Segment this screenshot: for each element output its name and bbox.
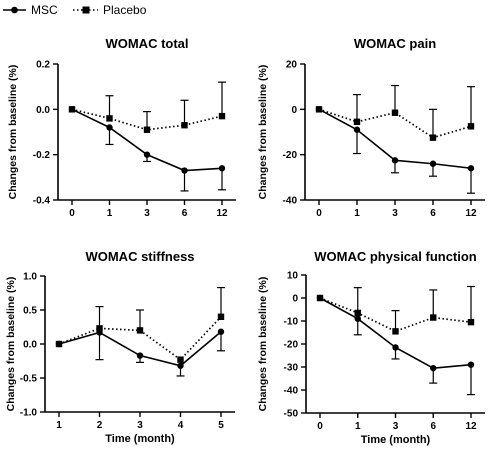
womac-total-xtick-label: 1 [107,208,113,219]
womac-pain-title: WOMAC pain [354,36,436,51]
womac-pain-ylabel: Changes from baseline (%) [257,65,269,200]
womac-total-xtick-label: 3 [144,208,150,219]
womac-physical-function-xtick-label: 3 [393,421,399,432]
womac-pain-placebo-point [353,118,361,125]
womac-pain-xtick-label: 3 [392,208,398,219]
womac-total-placebo-point [218,112,226,120]
womac-physical-function-ytick-label: -50 [284,409,299,420]
womac-stiffness-placebo-line [58,316,222,361]
womac-total-title: WOMAC total [105,36,188,51]
womac-pain-placebo-point [315,106,323,113]
chart-womac-stiffness: WOMAC stiffness Changes from baseline (%)… [5,249,235,445]
womac-total-ytick-label: -0.2 [33,150,51,161]
womac-physical-function-ytick-label: -10 [284,317,299,328]
womac-pain-ytick-label: 20 [286,60,298,71]
legend-msc-label: MSC [31,3,58,17]
womac-stiffness-xtick-label: 1 [56,420,62,431]
womac-total-msc-point [106,124,113,131]
womac-stiffness-ytick-label: -1.0 [20,408,38,419]
womac-stiffness-placebo-point [177,356,184,363]
womac-physical-function-msc-point [392,344,399,351]
womac-total-ylabel: Changes from baseline (%) [7,65,19,200]
womac-total-ytick-label: 0.0 [36,105,50,116]
womac-stiffness-placebo-point [55,340,63,348]
womac-physical-function-ytick-label: -20 [284,340,299,351]
womac-pain-placebo-point [467,123,475,130]
womac-total-placebo-point [68,106,76,113]
womac-pain-ytick-label: 0 [291,105,297,116]
womac-stiffness-xlabel: Time (month) [105,433,175,445]
womac-total-msc-point [218,165,226,172]
womac-total-msc-point [143,151,151,158]
womac-stiffness-xtick-label: 2 [97,420,103,431]
womac-physical-function-title: WOMAC physical function [314,249,477,264]
legend-entry-msc: MSC [3,3,58,17]
womac-stiffness-msc-point [177,362,184,369]
womac-pain-xtick-label: 1 [354,208,360,219]
womac-physical-function-placebo-point [392,328,399,335]
womac-total-msc-point [181,167,188,174]
womac-total-xtick-label: 6 [182,208,188,219]
legend-entry-placebo: Placebo [73,3,147,17]
womac-physical-function-ylabel: Changes from baseline (%) [257,277,269,412]
womac-physical-function-placebo-point [316,294,324,302]
womac-stiffness-xtick-label: 3 [137,420,143,431]
womac-pain-msc-point [391,157,399,164]
womac-stiffness-ytick-label: 0.0 [23,340,37,351]
womac-pain-placebo-point [429,134,437,141]
womac-stiffness-placebo-point [96,325,103,332]
womac-total-placebo-line [71,108,223,131]
womac-physical-function-msc-point [430,364,437,372]
womac-pain-ytick-label: -20 [283,150,298,161]
womac-pain-xtick-label: 6 [430,208,436,219]
womac-pain-msc-point [429,160,437,167]
womac-physical-function-placebo-point [354,309,361,317]
legend-placebo-marker [82,6,90,14]
chart-womac-physical-function: WOMAC physical function Changes from base… [257,249,485,446]
womac-pain-xtick-label: 0 [316,208,322,219]
womac-total-ytick-label: -0.4 [33,196,51,207]
legend-msc-marker [11,6,18,14]
womac-physical-function-ytick-label: -30 [284,363,299,374]
womac-pain-msc-point [353,126,361,133]
womac-physical-function-ytick-label: 10 [287,271,299,282]
womac-total-placebo-point [143,126,151,133]
womac-total-ytick-label: 0.2 [36,60,50,71]
womac-pain-ytick-label: -40 [283,196,298,207]
womac-physical-function-ytick-label: 0 [292,294,298,305]
womac-physical-function-placebo-point [467,318,475,326]
womac-stiffness-xtick-label: 4 [178,420,184,431]
womac-physical-function-xlabel: Time (month) [361,434,431,446]
womac-pain-xtick-label: 12 [465,208,477,219]
womac-total-placebo-point [181,122,188,129]
womac-stiffness-msc-point [217,328,225,335]
womac-pain-placebo-point [391,109,399,116]
womac-stiffness-placebo-point [136,327,144,334]
legend-placebo-label: Placebo [103,3,147,17]
womac-physical-function-placebo-point [430,314,437,321]
womac-physical-function-xtick-label: 1 [355,421,361,432]
womac-stiffness-placebo-point [217,313,225,320]
womac-stiffness-title: WOMAC stiffness [85,249,194,264]
womac-stiffness-ytick-label: -0.5 [20,374,38,385]
womac-stiffness-ytick-label: 0.5 [23,306,37,317]
womac-total-placebo-point [106,115,113,122]
womac-stiffness-ytick-label: 1.0 [23,272,37,283]
womac-physical-function-ytick-label: -40 [284,386,299,397]
womac-stiffness-xtick-label: 5 [218,420,224,431]
womac-physical-function-msc-point [354,315,361,322]
womac-physical-function-msc-point [467,361,475,368]
womac-stiffness-ylabel: Changes from baseline (%) [5,277,17,412]
womac-physical-function-xtick-label: 6 [430,421,436,432]
womac-physical-function-xtick-label: 12 [465,421,477,432]
womac-total-xtick-label: 12 [216,208,228,219]
womac-stiffness-msc-point [136,352,144,359]
legend: MSC Placebo [3,3,147,17]
womac-physical-function-xtick-label: 0 [317,421,323,432]
womac-total-xtick-label: 0 [69,208,75,219]
womac-pain-msc-point [467,165,475,172]
